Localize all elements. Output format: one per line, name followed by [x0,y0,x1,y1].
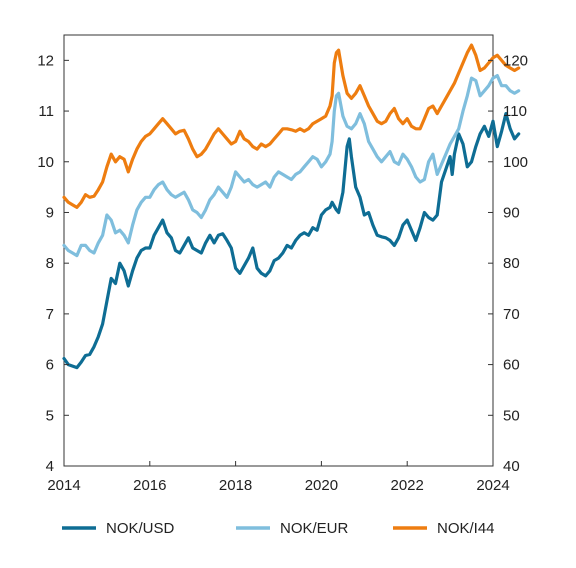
series-layer [62,43,521,370]
series-line-nok-eur [62,74,521,258]
x-tick-label: 2014 [47,477,80,494]
series-line-nok-usd [62,112,521,370]
right-tick-label: 50 [503,407,520,424]
left-tick-label: 10 [37,154,54,171]
left-tick-label: 11 [38,103,54,120]
x-tick-label: 2018 [219,477,252,494]
right-tick-label: 60 [503,357,520,374]
left-tick-label: 9 [46,204,54,221]
x-tick-label: 2016 [133,477,166,494]
plot-border [63,34,494,467]
legend-label: NOK/EUR [280,520,349,537]
right-tick-label: 90 [503,204,520,221]
left-tick-label: 7 [46,306,54,323]
left-tick-label: 8 [46,255,54,272]
right-tick-label: 110 [503,103,527,120]
left-tick-label: 4 [46,458,54,475]
plot-frame [63,34,494,467]
right-tick-label: 70 [503,306,520,323]
x-tick-label: 2024 [476,477,509,494]
right-axis-ticks: 40 50 60 70 80 90 100 110 120 [488,52,528,475]
right-tick-label: 40 [503,458,520,475]
series-line-nok-i44 [62,43,521,209]
x-tick-label: 2022 [391,477,424,494]
left-tick-label: 5 [46,407,54,424]
legend: NOK/USD NOK/EUR NOK/I44 [62,520,495,537]
x-axis-ticks: 2014 2016 2018 2020 2022 2024 [47,461,510,494]
right-tick-label: 80 [503,255,520,272]
right-tick-label: 120 [503,52,528,69]
left-axis-ticks: 4 5 6 7 8 9 10 11 12 [37,52,69,475]
x-tick-label: 2020 [305,477,338,494]
right-tick-label: 100 [503,154,528,171]
left-tick-label: 12 [37,52,54,69]
legend-label: NOK/I44 [437,520,495,537]
legend-label: NOK/USD [106,520,175,537]
left-tick-label: 6 [46,357,54,374]
